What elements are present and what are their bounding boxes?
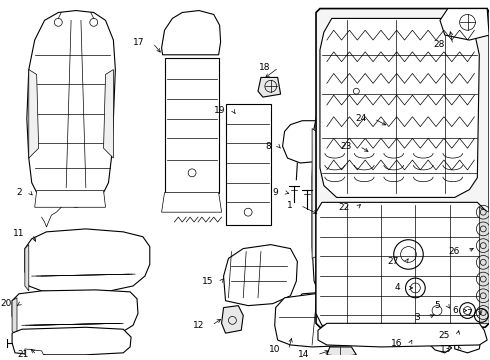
Polygon shape xyxy=(318,323,487,347)
Text: 22: 22 xyxy=(338,203,349,212)
Polygon shape xyxy=(12,290,138,337)
Polygon shape xyxy=(221,306,243,333)
Polygon shape xyxy=(225,104,271,225)
Text: 1: 1 xyxy=(287,201,293,210)
Polygon shape xyxy=(381,129,395,258)
Polygon shape xyxy=(275,293,399,347)
Text: 3: 3 xyxy=(415,313,420,322)
Text: 25: 25 xyxy=(439,330,450,339)
Polygon shape xyxy=(35,190,105,207)
Polygon shape xyxy=(258,77,281,97)
Text: 20: 20 xyxy=(0,299,12,308)
Text: 18: 18 xyxy=(259,63,271,72)
Polygon shape xyxy=(223,245,297,306)
Polygon shape xyxy=(294,291,396,339)
Polygon shape xyxy=(440,9,489,40)
Polygon shape xyxy=(363,190,393,209)
Polygon shape xyxy=(312,76,396,307)
Text: 17: 17 xyxy=(133,39,145,48)
Polygon shape xyxy=(283,121,332,163)
Text: 26: 26 xyxy=(448,247,460,256)
Polygon shape xyxy=(387,136,403,141)
Polygon shape xyxy=(12,298,17,335)
Text: 14: 14 xyxy=(298,350,309,359)
Text: 2: 2 xyxy=(16,188,22,197)
Polygon shape xyxy=(165,58,219,193)
Polygon shape xyxy=(162,10,220,55)
Text: 27: 27 xyxy=(387,257,399,266)
Polygon shape xyxy=(371,146,398,163)
Polygon shape xyxy=(316,9,489,327)
Polygon shape xyxy=(25,245,29,291)
Text: 10: 10 xyxy=(269,345,281,354)
Polygon shape xyxy=(327,347,356,357)
Polygon shape xyxy=(312,129,327,258)
Text: 19: 19 xyxy=(214,106,225,115)
Polygon shape xyxy=(316,202,489,325)
Text: 5: 5 xyxy=(434,301,440,310)
Text: 11: 11 xyxy=(13,229,25,238)
Polygon shape xyxy=(25,349,45,357)
Polygon shape xyxy=(455,329,481,353)
Text: 16: 16 xyxy=(391,338,403,347)
Polygon shape xyxy=(12,327,131,355)
Text: 28: 28 xyxy=(434,40,445,49)
Polygon shape xyxy=(320,18,479,197)
Polygon shape xyxy=(409,323,452,353)
Text: 23: 23 xyxy=(340,142,351,151)
Polygon shape xyxy=(450,301,462,315)
Text: 9: 9 xyxy=(272,188,278,197)
Polygon shape xyxy=(29,69,39,158)
Text: 7: 7 xyxy=(466,309,472,318)
Polygon shape xyxy=(27,10,115,207)
Text: 12: 12 xyxy=(193,321,204,330)
Text: 24: 24 xyxy=(355,114,366,123)
Polygon shape xyxy=(25,229,150,293)
Text: 21: 21 xyxy=(18,350,29,359)
Text: 8: 8 xyxy=(265,142,271,151)
Text: 6: 6 xyxy=(452,306,458,315)
Polygon shape xyxy=(425,301,450,320)
Polygon shape xyxy=(103,69,113,158)
Text: 4: 4 xyxy=(395,283,401,292)
Text: 15: 15 xyxy=(202,276,214,285)
Polygon shape xyxy=(162,193,221,212)
Text: 13: 13 xyxy=(440,345,452,354)
Polygon shape xyxy=(479,207,489,323)
